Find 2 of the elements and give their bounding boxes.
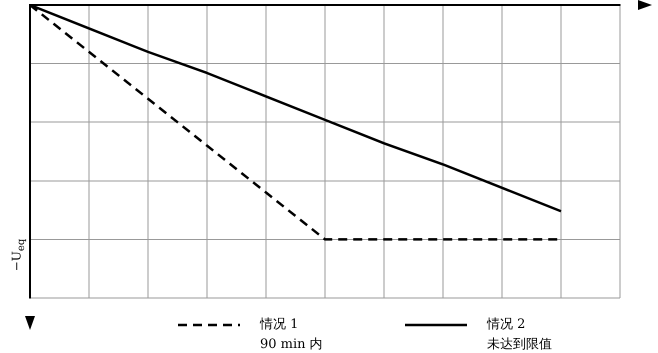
legend-label: 情况 2 未达到限值 — [487, 316, 552, 353]
legend-label: 情况 1 90 min 内 — [260, 316, 323, 353]
